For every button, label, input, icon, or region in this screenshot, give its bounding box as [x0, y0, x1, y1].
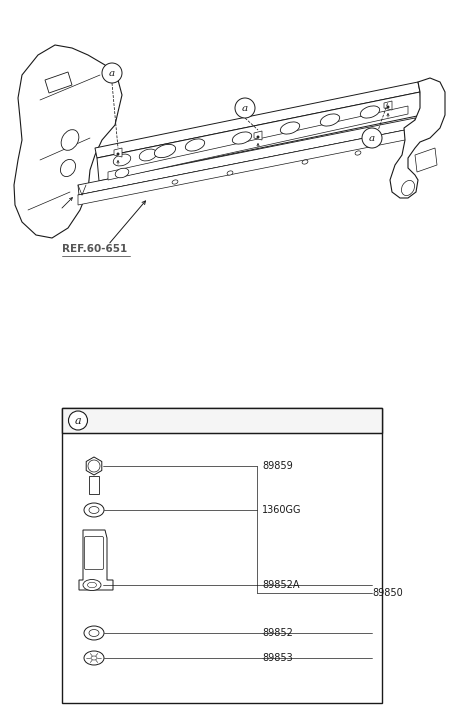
- Ellipse shape: [301, 160, 307, 164]
- Circle shape: [102, 63, 122, 83]
- Ellipse shape: [227, 171, 233, 175]
- Ellipse shape: [319, 114, 339, 126]
- Ellipse shape: [154, 145, 175, 158]
- Ellipse shape: [354, 151, 360, 155]
- Polygon shape: [97, 92, 421, 181]
- Ellipse shape: [115, 168, 128, 178]
- Text: 89850: 89850: [371, 588, 402, 598]
- Ellipse shape: [232, 132, 251, 144]
- Ellipse shape: [89, 630, 99, 637]
- Circle shape: [234, 98, 254, 118]
- Ellipse shape: [280, 122, 299, 134]
- Text: 89859: 89859: [262, 461, 292, 471]
- Circle shape: [386, 106, 389, 108]
- Polygon shape: [45, 72, 72, 93]
- Polygon shape: [383, 101, 391, 110]
- Polygon shape: [78, 118, 415, 195]
- Text: a: a: [368, 134, 374, 143]
- Ellipse shape: [113, 154, 131, 166]
- Polygon shape: [14, 45, 122, 238]
- Circle shape: [361, 128, 381, 148]
- Polygon shape: [389, 78, 444, 198]
- Ellipse shape: [89, 507, 99, 513]
- Polygon shape: [414, 148, 436, 172]
- Ellipse shape: [139, 149, 157, 161]
- Text: REF.60-651: REF.60-651: [62, 244, 127, 254]
- Polygon shape: [86, 457, 101, 475]
- Ellipse shape: [359, 106, 379, 118]
- Ellipse shape: [84, 503, 104, 517]
- FancyBboxPatch shape: [62, 408, 381, 703]
- Ellipse shape: [172, 180, 177, 184]
- Ellipse shape: [185, 139, 204, 151]
- Ellipse shape: [61, 129, 79, 150]
- Ellipse shape: [400, 180, 414, 196]
- Ellipse shape: [84, 626, 104, 640]
- Circle shape: [88, 460, 100, 472]
- Text: a: a: [75, 416, 81, 426]
- FancyBboxPatch shape: [84, 537, 103, 569]
- Ellipse shape: [84, 651, 104, 665]
- FancyBboxPatch shape: [62, 408, 381, 433]
- Polygon shape: [95, 82, 419, 158]
- Circle shape: [116, 153, 119, 155]
- Text: a: a: [109, 69, 115, 78]
- Ellipse shape: [87, 582, 96, 587]
- Text: 89852: 89852: [262, 628, 292, 638]
- Circle shape: [68, 411, 87, 430]
- Polygon shape: [253, 131, 262, 140]
- Text: 89853: 89853: [262, 653, 292, 663]
- Circle shape: [256, 136, 258, 138]
- Text: 1360GG: 1360GG: [262, 505, 301, 515]
- Ellipse shape: [91, 656, 97, 660]
- Ellipse shape: [83, 579, 101, 590]
- Polygon shape: [114, 148, 122, 157]
- Text: 89852A: 89852A: [262, 580, 299, 590]
- Polygon shape: [108, 106, 407, 180]
- Ellipse shape: [61, 159, 76, 177]
- Text: a: a: [242, 104, 248, 113]
- Polygon shape: [79, 530, 113, 590]
- Polygon shape: [78, 128, 414, 205]
- Polygon shape: [89, 476, 99, 494]
